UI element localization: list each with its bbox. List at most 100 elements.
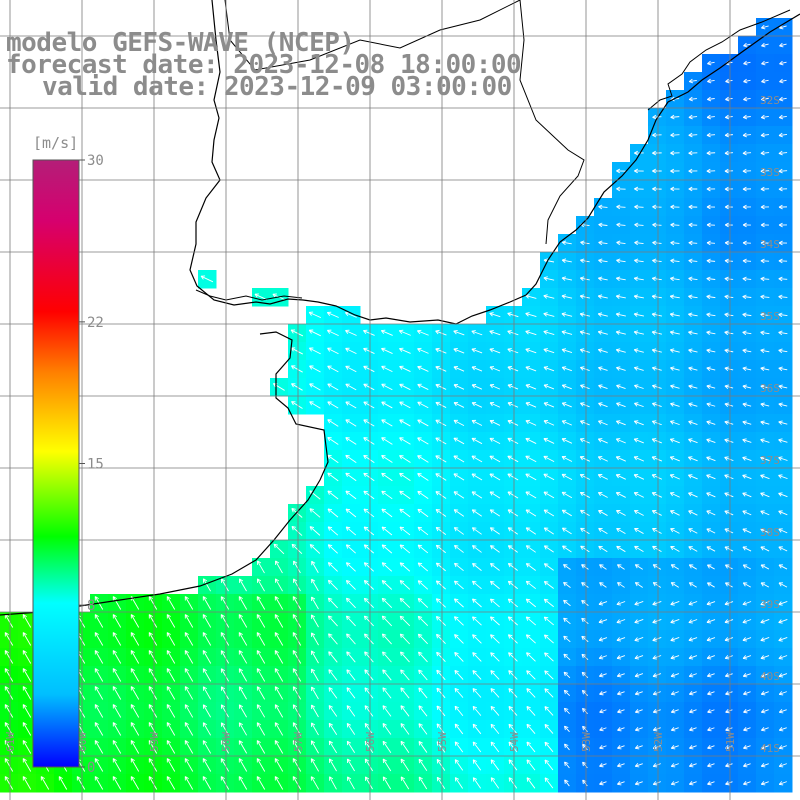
wind-arrow [689,763,697,768]
wind-arrow [652,240,662,246]
wind-arrow [778,168,788,174]
wind-arrow [489,527,500,535]
wind-arrow [706,258,716,264]
wind-arrow [742,240,751,246]
wind-arrow [453,330,465,336]
wind-arrow [4,776,14,790]
wind-arrow [202,578,211,592]
wind-arrow [688,619,698,624]
wind-arrow [345,454,357,463]
wind-arrow [489,330,501,336]
wind-arrow [617,763,625,768]
wind-arrow [238,722,248,736]
wind-arrow [345,383,357,391]
wind-arrow [580,402,590,408]
wind-arrow [525,473,537,481]
wind-arrow [148,668,158,682]
wind-arrow [507,384,519,390]
wind-arrow [562,527,572,535]
wind-arrow [706,366,716,371]
wind-arrow [617,744,625,750]
wind-arrow [239,578,247,592]
wind-arrow [417,508,429,518]
wind-arrow [130,722,140,736]
wind-arrow [112,704,122,718]
wind-arrow [400,776,410,790]
wind-arrow [94,632,104,646]
wind-arrow [670,763,679,768]
wind-arrow [688,222,698,228]
wind-arrow [76,776,86,790]
wind-arrow [308,311,322,319]
wind-arrow [417,419,429,427]
wind-arrow [417,347,429,354]
wind-arrow [525,563,536,571]
wind-arrow [112,632,122,646]
longitude-label: 51W [724,732,737,752]
wind-arrow [454,562,464,572]
wind-arrow [327,401,339,409]
wind-arrow [454,759,464,771]
wind-arrow [184,686,194,700]
wind-arrow [617,582,625,588]
wind-arrow [346,758,355,772]
wind-arrow [669,438,680,444]
wind-arrow [743,744,751,750]
wind-arrow [418,776,428,790]
wind-arrow [310,740,319,754]
wind-arrow [220,632,230,646]
wind-arrow [490,670,500,680]
wind-arrow [328,669,338,681]
wind-arrow [327,472,339,482]
wind-arrow [724,330,734,336]
wind-arrow [634,601,644,606]
wind-arrow [328,705,338,717]
wind-arrow [417,383,429,390]
wind-arrow [274,686,284,700]
wind-arrow [328,758,337,772]
coastline-argentina [0,331,329,616]
wind-arrow [220,740,230,754]
wind-arrow [346,740,356,754]
wind-arrow [670,132,680,138]
wind-arrow [579,473,590,480]
wind-arrow [724,168,734,174]
wind-arrow [525,455,537,463]
wind-arrow [327,419,339,427]
wind-arrow [454,741,464,753]
wind-arrow [742,114,751,120]
wind-arrow [381,455,393,463]
wind-arrow [202,614,212,628]
wind-arrow [724,240,733,246]
wind-arrow [166,740,176,754]
wind-arrow [652,637,662,642]
wind-arrow [670,582,680,588]
wind-arrow [327,437,339,445]
coastline-uruguay-interior [224,0,521,71]
wind-arrow [652,545,662,553]
wind-arrow [580,366,590,371]
wind-arrow [453,455,465,463]
wind-arrow [633,330,644,335]
wind-arrow [779,60,787,66]
wind-arrow [346,615,356,627]
wind-arrow [598,637,608,642]
wind-arrow [599,726,607,732]
wind-arrow [742,546,752,552]
wind-arrow [651,420,662,426]
wind-arrow [221,578,229,592]
wind-arrow [742,132,751,138]
wind-arrow [166,722,176,736]
wind-arrow [399,401,411,409]
longitude-label: 61W [4,732,17,752]
wind-arrow [615,312,626,317]
wind-arrow [184,704,194,718]
wind-arrow [761,78,769,84]
wind-arrow [598,619,608,624]
wind-arrow [633,474,645,480]
wind-arrow [760,619,770,624]
wind-arrow [202,740,212,754]
wind-arrow [581,653,589,661]
wind-arrow [563,689,571,697]
wind-arrow [238,668,248,682]
